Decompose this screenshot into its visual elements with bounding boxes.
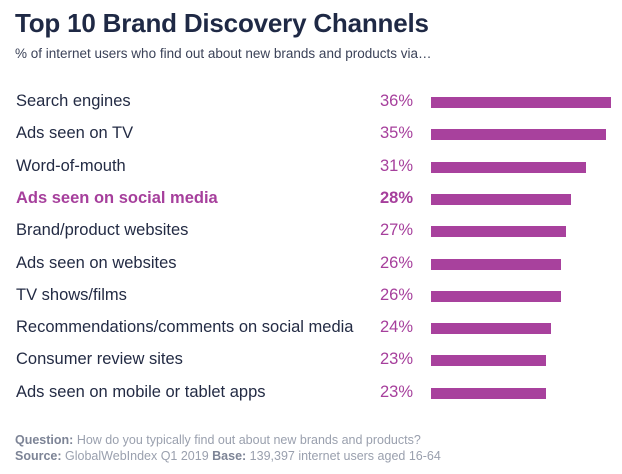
category-label: Ads seen on websites — [16, 253, 177, 272]
category-label: Recommendations/comments on social media — [16, 318, 354, 337]
value-label: 36% — [380, 92, 414, 110]
bar-row: Ads seen on social media 28% — [0, 183, 622, 215]
bar-row: Recommendations/comments on social media… — [0, 312, 622, 344]
chart-subtitle: % of internet users who find out about n… — [15, 46, 432, 61]
source-text: GlobalWebIndex Q1 2019 — [65, 449, 209, 463]
value-label: 35% — [380, 124, 414, 143]
category-label: Consumer review sites — [16, 350, 183, 369]
question-text: How do you typically find out about new … — [76, 433, 421, 447]
base-label: Base: — [212, 449, 247, 463]
category-label: Ads seen on social media — [16, 188, 218, 207]
category-label: Brand/product websites — [16, 221, 189, 240]
bar-row: Word-of-mouth 31% — [0, 151, 622, 183]
bar-row: Search engines 36% — [0, 86, 622, 118]
question-label: Question: — [15, 433, 74, 447]
value-label: 24% — [380, 318, 414, 337]
category-label: Word-of-mouth — [16, 156, 126, 175]
bar-row: Ads seen on TV 35% — [0, 118, 622, 150]
bar — [431, 97, 611, 108]
bar — [431, 193, 571, 205]
bar — [431, 355, 546, 367]
question-line: Question: How do you typically find out … — [15, 432, 441, 448]
bar — [431, 323, 551, 335]
base-text: 139,397 internet users aged 16-64 — [249, 449, 441, 463]
value-label: 31% — [380, 156, 414, 175]
source-line: Source: GlobalWebIndex Q1 2019 Base: 139… — [15, 448, 441, 464]
bar-row: TV shows/films 26% — [0, 280, 622, 312]
bar-row: Ads seen on mobile or tablet apps 23% — [0, 377, 622, 409]
bar-row: Brand/product websites 27% — [0, 215, 622, 247]
bar — [431, 258, 561, 270]
bar-row: Ads seen on websites 26% — [0, 248, 622, 280]
bar — [431, 387, 546, 399]
category-label: Ads seen on TV — [16, 124, 134, 143]
source-label: Source: — [15, 449, 62, 463]
bar — [431, 290, 561, 302]
value-label: 26% — [380, 285, 414, 304]
category-label: TV shows/films — [16, 285, 127, 304]
category-label: Ads seen on mobile or tablet apps — [16, 382, 266, 401]
value-label: 26% — [380, 253, 414, 272]
bar — [431, 161, 586, 173]
value-label: 23% — [380, 382, 414, 401]
value-label: 28% — [380, 188, 414, 207]
value-label: 27% — [380, 221, 414, 240]
chart-title: Top 10 Brand Discovery Channels — [15, 8, 429, 38]
bar — [431, 226, 566, 238]
value-label: 23% — [380, 350, 414, 369]
chart-footer: Question: How do you typically find out … — [15, 432, 441, 464]
bar — [431, 129, 606, 141]
bar-row: Consumer review sites 23% — [0, 344, 622, 376]
category-label: Search engines — [16, 92, 131, 110]
